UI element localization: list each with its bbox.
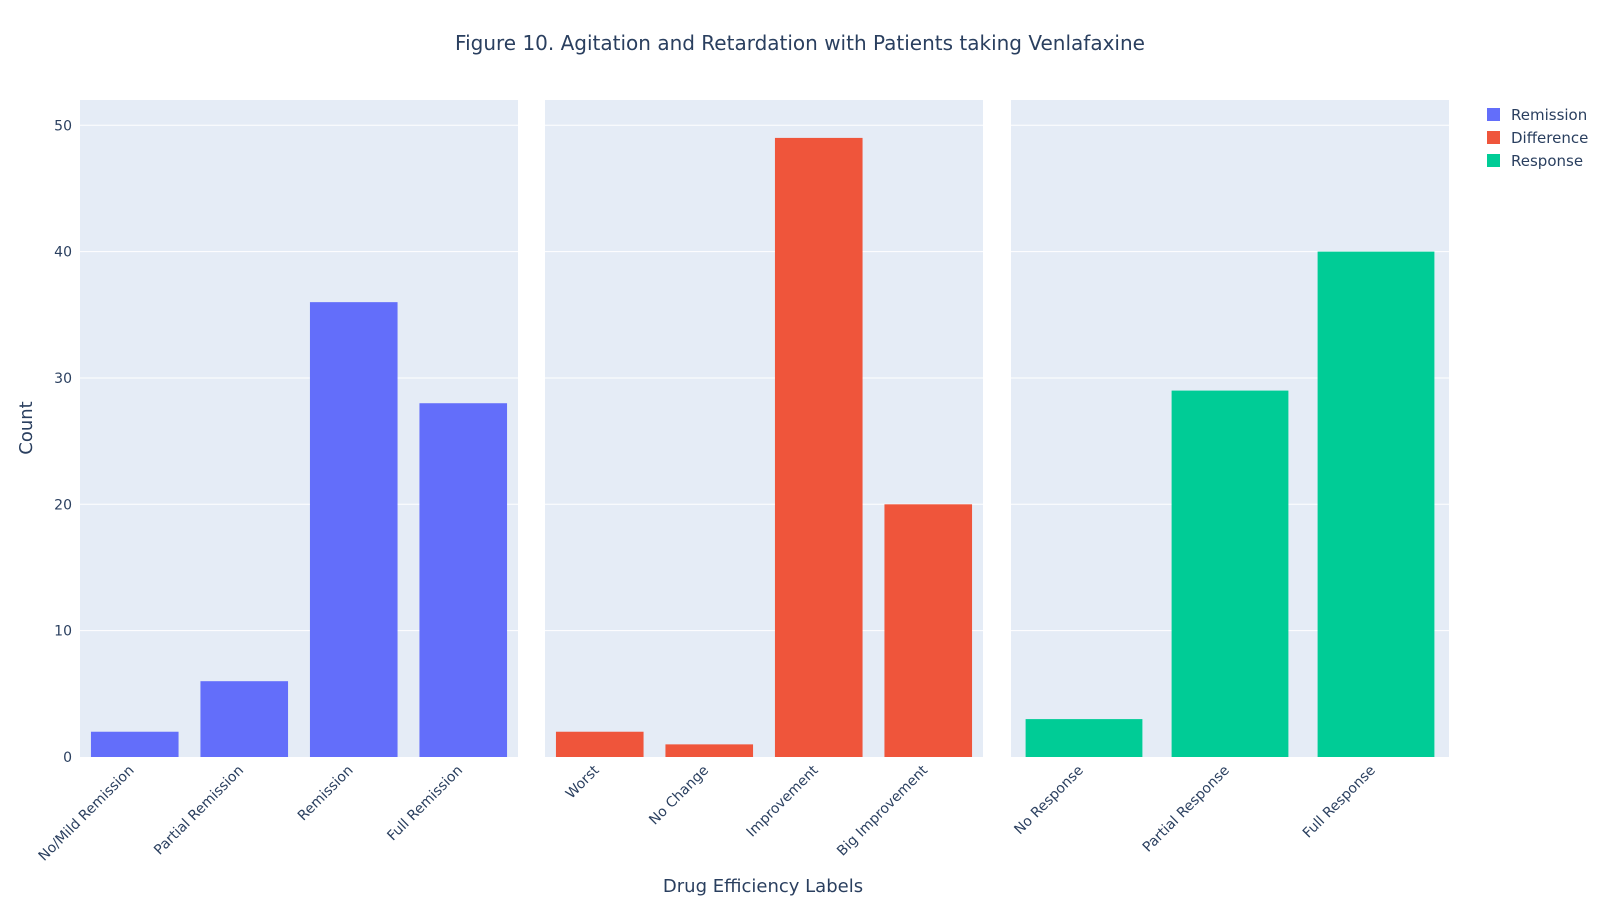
x-tick-label: Worst — [563, 762, 603, 802]
x-tick-label: Partial Response — [1140, 763, 1233, 856]
x-tick-label: Full Response — [1300, 763, 1379, 842]
bar-response-1[interactable] — [1171, 390, 1289, 757]
panel-remission: 0 10 20 30 40 50 No/Mild Remission Partial Remi… — [36, 100, 518, 864]
x-tick-label: No Change — [646, 763, 712, 829]
x-tick-label: No Response — [1011, 763, 1086, 838]
bar-response-0[interactable] — [1025, 719, 1143, 757]
chart-title: Figure 10. Agitation and Retardation wit… — [455, 31, 1145, 55]
x-axis-title: Drug Efficiency Labels — [663, 876, 863, 897]
y-tick-label: 20 — [54, 497, 72, 513]
bar-remission-3[interactable] — [419, 403, 508, 757]
bar-response-2[interactable] — [1317, 251, 1435, 757]
x-tick-label: Big Improvement — [834, 762, 931, 859]
bar-remission-0[interactable] — [90, 731, 179, 757]
legend-item-remission[interactable]: Remission — [1487, 106, 1587, 124]
y-axis-title: Count — [16, 401, 37, 454]
x-tick-label: No/Mild Remission — [36, 763, 138, 865]
panel-response: No Response Partial Response Full Response — [1011, 100, 1449, 856]
panel-difference: Worst No Change Improvement Big Improvement — [545, 100, 983, 859]
bar-difference-3[interactable] — [884, 504, 973, 757]
legend-item-difference[interactable]: Difference — [1487, 129, 1588, 147]
y-tick-label: 50 — [54, 118, 72, 134]
bar-difference-0[interactable] — [555, 731, 644, 757]
y-tick-label: 40 — [54, 245, 72, 261]
bar-remission-1[interactable] — [200, 681, 289, 757]
legend-swatch — [1487, 108, 1500, 121]
y-tick-label: 0 — [63, 750, 72, 766]
bar-remission-2[interactable] — [309, 302, 398, 757]
x-tick-label: Partial Remission — [151, 763, 247, 859]
x-tick-label: Remission — [295, 763, 357, 825]
legend-label: Response — [1511, 152, 1583, 170]
legend-label: Remission — [1511, 106, 1587, 124]
panels: 0 10 20 30 40 50 No/Mild Remission Partial Remi… — [36, 100, 1449, 864]
legend-label: Difference — [1511, 129, 1588, 147]
legend-item-response[interactable]: Response — [1487, 152, 1583, 170]
x-tick-label: Improvement — [744, 762, 822, 840]
bar-difference-1[interactable] — [665, 744, 754, 757]
legend[interactable]: Remission Difference Response — [1487, 106, 1588, 170]
y-tick-label: 10 — [54, 624, 72, 640]
legend-swatch — [1487, 154, 1500, 167]
x-tick-label: Full Remission — [384, 763, 466, 845]
legend-swatch — [1487, 131, 1500, 144]
bar-difference-2[interactable] — [774, 137, 863, 758]
y-tick-label: 30 — [54, 371, 72, 387]
